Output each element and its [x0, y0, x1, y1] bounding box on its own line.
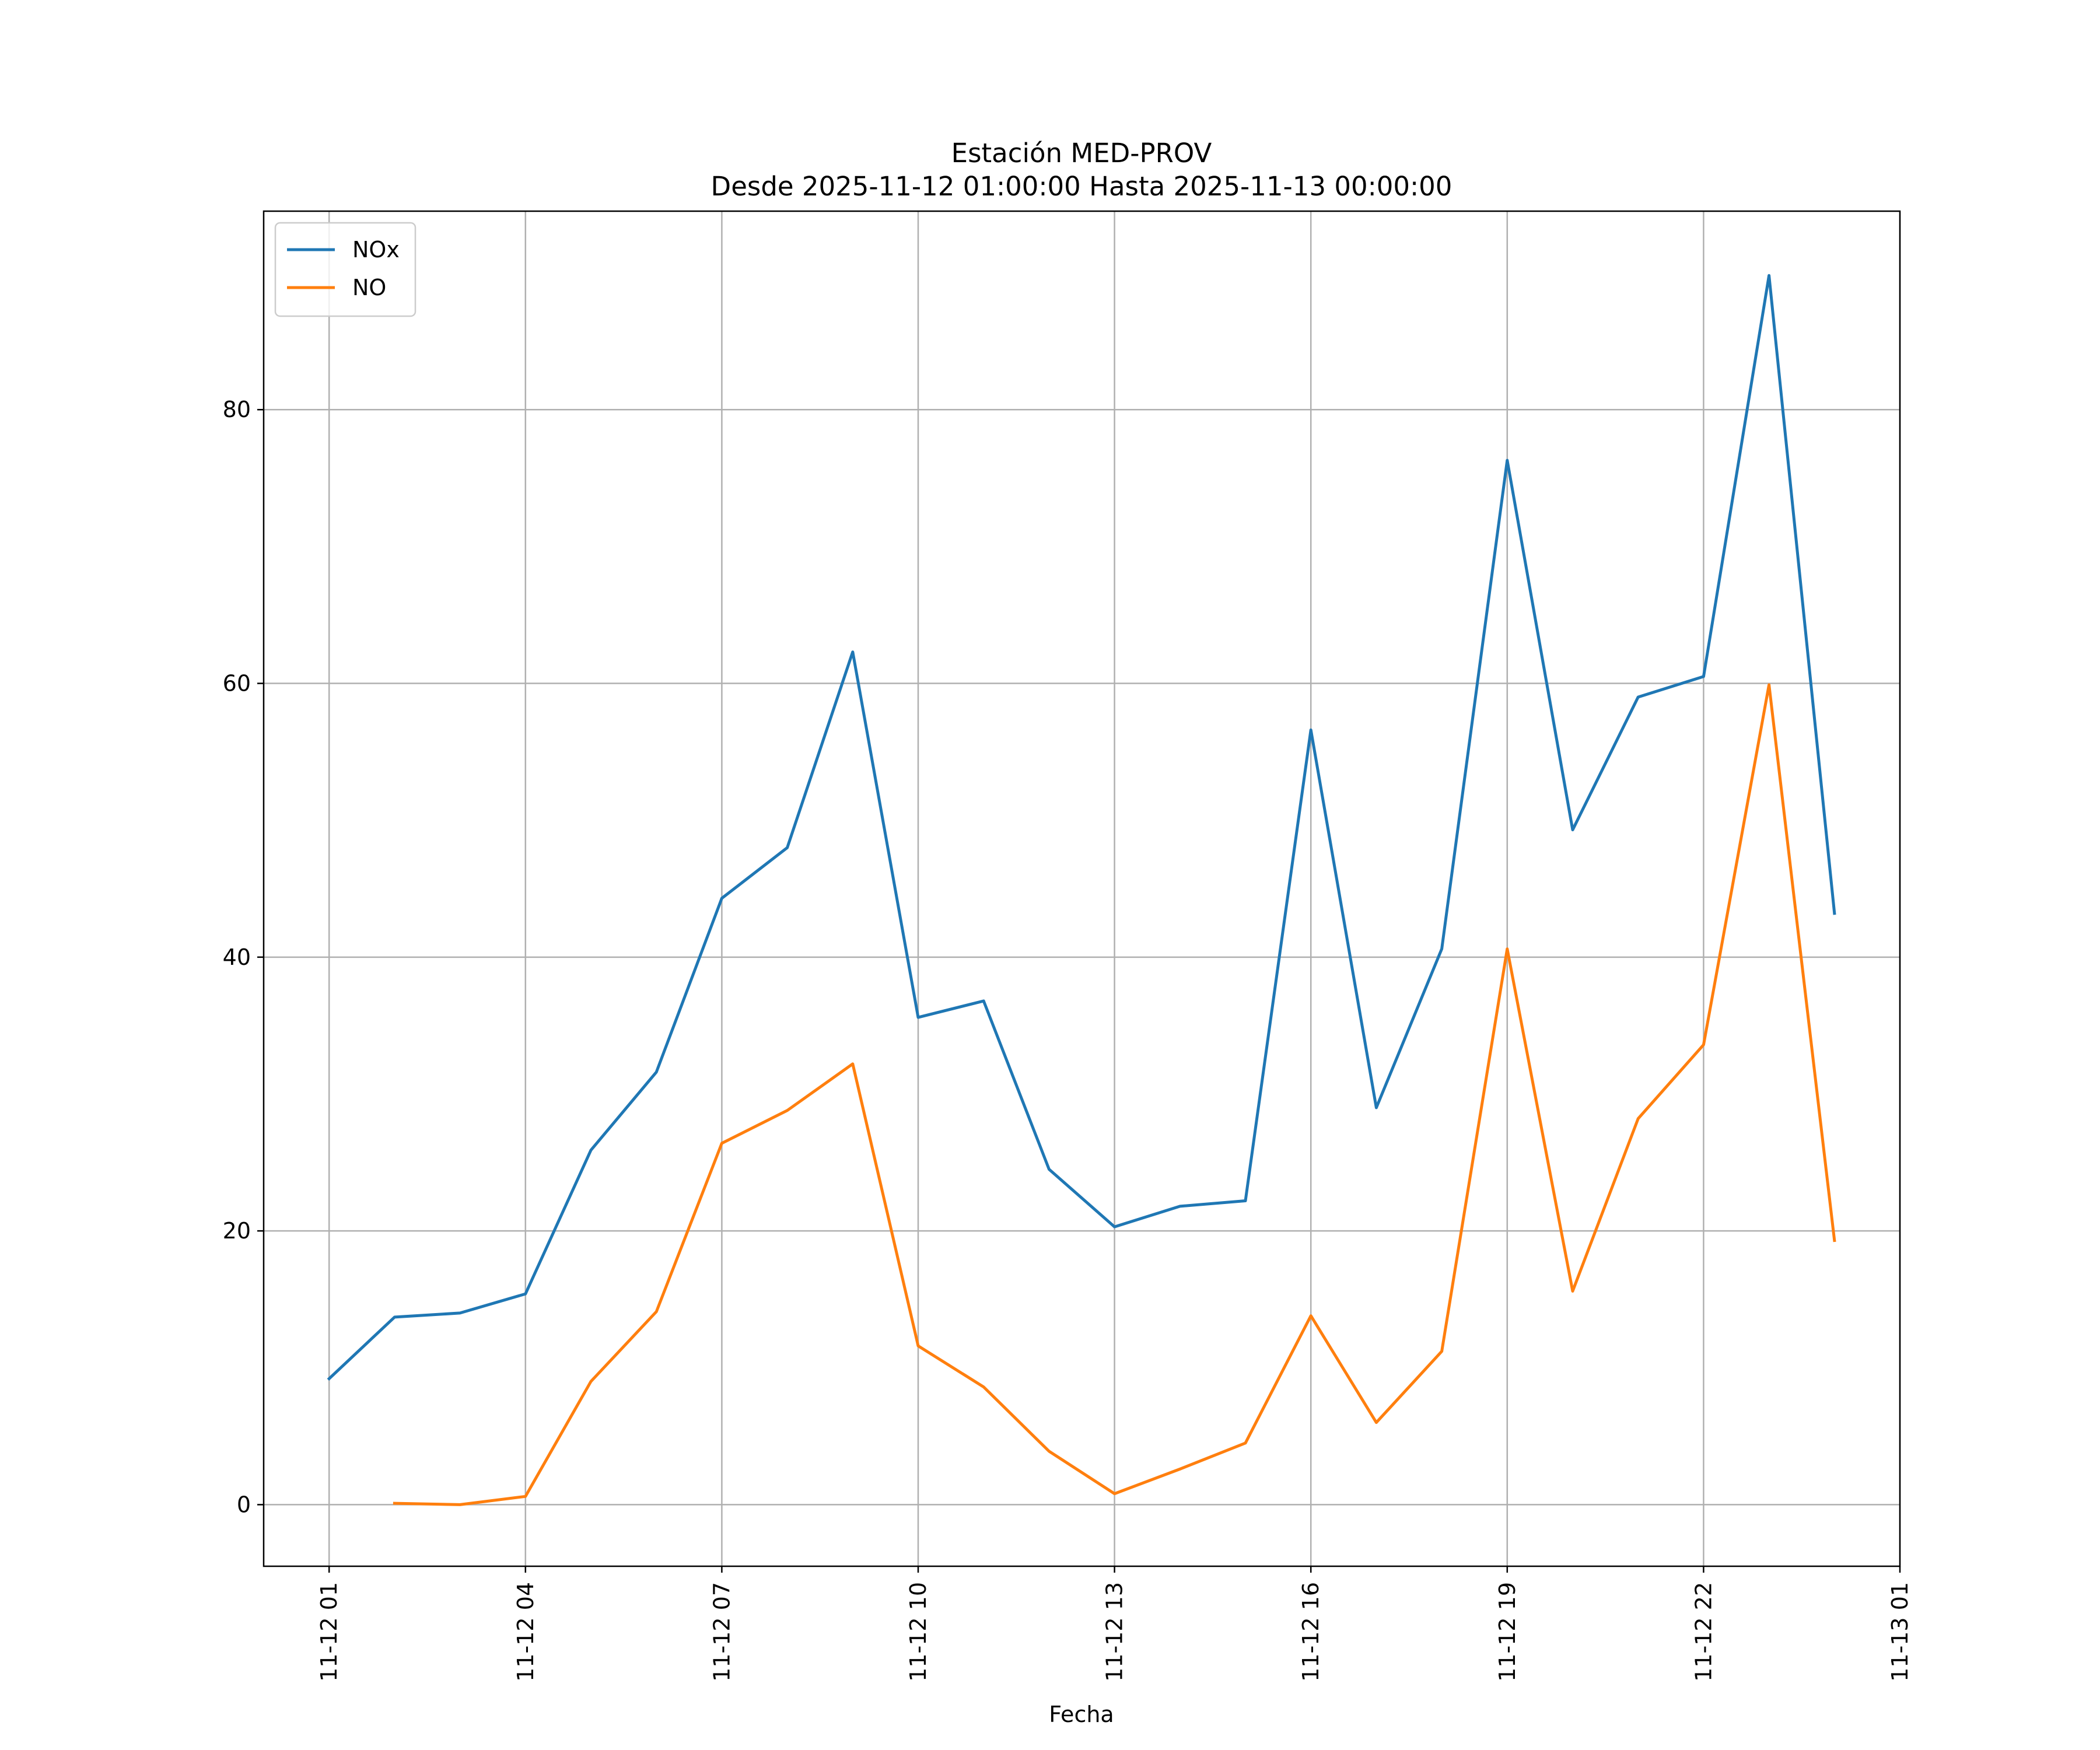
legend-label: NOx	[352, 237, 400, 262]
x-tick-label: 11-12 19	[1494, 1582, 1520, 1682]
x-tick-label: 11-12 16	[1298, 1582, 1324, 1682]
x-axis-label: Fecha	[1049, 1702, 1114, 1727]
x-tick-label: 11-13 01	[1887, 1582, 1913, 1682]
chart-title: Estación MED-PROV	[951, 138, 1212, 169]
series-line-no	[393, 683, 1836, 1506]
x-tick-label: 11-12 07	[709, 1582, 734, 1682]
y-tick-label: 40	[223, 944, 251, 970]
axis-ticks: 0 20 40 60 80 11-12 01 11-12 04 11-12 07 11-12 1…	[223, 397, 1913, 1682]
legend: NOx NO	[274, 222, 416, 317]
x-tick-label: 11-12 13	[1102, 1582, 1128, 1682]
y-tick-label: 0	[237, 1492, 251, 1517]
x-tick-label: 11-12 01	[316, 1582, 342, 1682]
x-tick-label: 11-12 22	[1690, 1582, 1716, 1682]
series-lines	[327, 274, 1836, 1506]
legend-box	[274, 222, 416, 317]
chart-subtitle: Desde 2025-11-12 01:00:00 Hasta 2025-11-…	[711, 171, 1452, 202]
y-tick-label: 20	[223, 1218, 251, 1244]
x-tick-label: 11-12 04	[513, 1582, 538, 1682]
x-tick-label: 11-12 10	[905, 1582, 931, 1682]
y-tick-label: 60	[223, 671, 251, 696]
series-line-nox	[327, 274, 1836, 1381]
legend-label: NO	[352, 275, 386, 300]
plot-frame	[262, 210, 1901, 1567]
y-tick-label: 80	[223, 397, 251, 422]
